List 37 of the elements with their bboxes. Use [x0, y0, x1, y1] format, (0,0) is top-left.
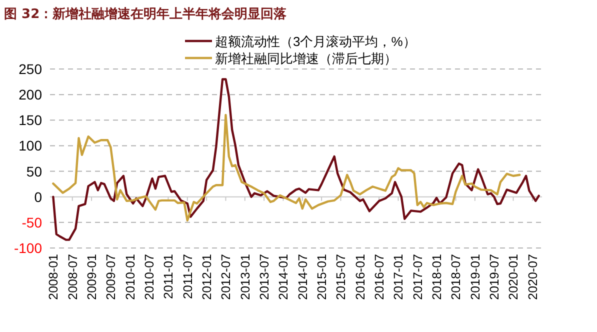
- x-tick-label: 2010-01: [123, 254, 138, 300]
- x-tick-label: 2013-01: [238, 254, 252, 300]
- legend-label: 新增社融同比增速（滞后七期）: [215, 51, 397, 66]
- y-tick-label: -50: [22, 214, 42, 230]
- chart-title: 图 32：新增社融增速在明年上半年将会明显回落: [4, 6, 288, 22]
- y-tick-label: 50: [26, 163, 42, 180]
- x-tick-label: 2011-01: [162, 254, 176, 299]
- x-tick-label: 2016-07: [372, 254, 387, 300]
- y-tick-label: 100: [18, 138, 42, 154]
- x-tick-label: 2018-01: [430, 254, 444, 300]
- x-tick-label: 2020-07: [526, 254, 540, 300]
- y-tick-label: 150: [18, 112, 42, 128]
- x-tick-label: 2019-07: [488, 254, 502, 300]
- x-tick-label: 2009-01: [85, 254, 100, 300]
- legend-label: 超额流动性（3个月滚动平均，%）: [215, 34, 416, 49]
- x-tick-label: 2017-07: [410, 254, 425, 300]
- y-tick-label: 250: [18, 61, 42, 77]
- x-tick-label: 2011-07: [180, 254, 195, 299]
- x-tick-label: 2016-01: [353, 254, 368, 300]
- x-tick-label: 2014-07: [296, 254, 310, 300]
- y-tick-label: 200: [18, 86, 42, 103]
- x-tick-label: 2008-07: [66, 254, 80, 300]
- x-tick-label: 2008-01: [46, 254, 61, 300]
- x-tick-label: 2015-01: [315, 254, 330, 300]
- y-tick-label: 0: [34, 188, 42, 205]
- x-tick-label: 2012-07: [219, 254, 234, 300]
- y-tick-label: -100: [14, 240, 42, 256]
- x-tick-label: 2017-01: [392, 254, 406, 300]
- x-tick-label: 2010-07: [142, 254, 157, 300]
- x-tick-label: 2014-01: [276, 254, 291, 300]
- x-tick-label: 2020-01: [506, 254, 521, 300]
- x-tick-label: 2018-07: [449, 254, 464, 300]
- x-tick-label: 2013-07: [258, 254, 272, 300]
- x-tick-label: 2019-01: [468, 254, 482, 300]
- x-tick-label: 2012-01: [200, 254, 214, 300]
- x-tick-label: 2015-07: [334, 254, 348, 300]
- x-tick-label: 2009-07: [104, 254, 118, 300]
